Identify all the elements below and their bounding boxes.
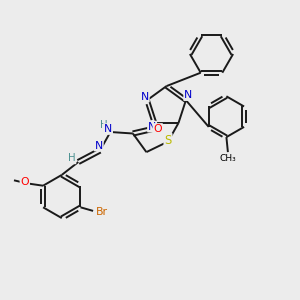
Text: H: H <box>68 153 76 164</box>
Text: O: O <box>20 177 29 187</box>
Text: H: H <box>100 120 108 130</box>
Text: N: N <box>94 140 103 151</box>
Text: Br: Br <box>95 207 107 217</box>
Text: N: N <box>104 124 112 134</box>
Text: N: N <box>184 90 192 100</box>
Text: N: N <box>141 92 149 102</box>
Text: N: N <box>148 122 156 132</box>
Text: S: S <box>164 134 172 147</box>
Text: CH₃: CH₃ <box>220 154 236 163</box>
Text: O: O <box>154 124 162 134</box>
